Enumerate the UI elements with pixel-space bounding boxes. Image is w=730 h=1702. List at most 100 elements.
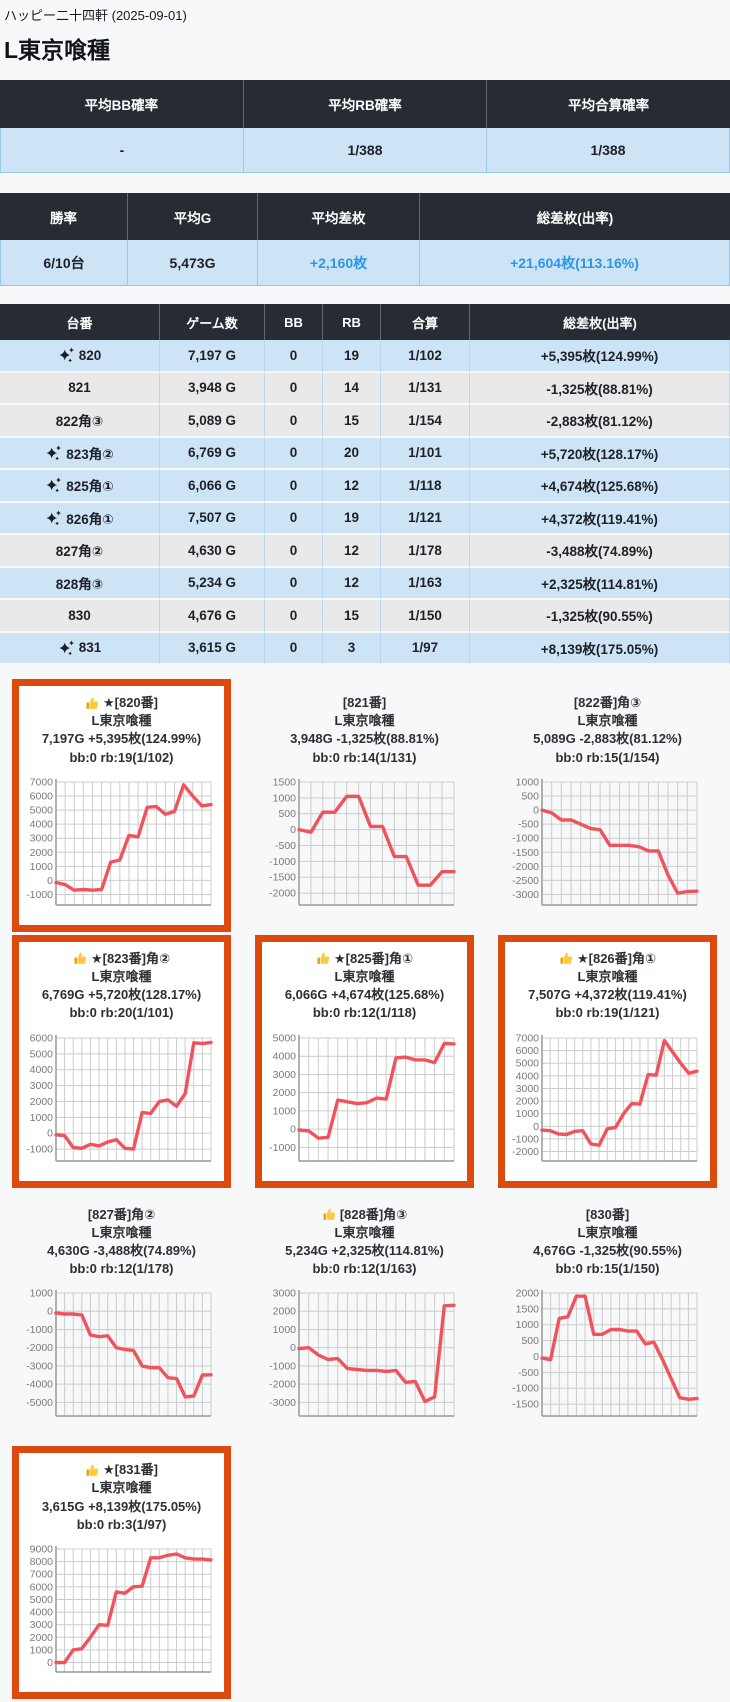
dai-number-cell[interactable]: 821	[0, 372, 160, 405]
bb-cell: 0	[265, 405, 323, 438]
svg-text:9000: 9000	[30, 1544, 54, 1556]
thumbs-up-icon	[317, 952, 330, 965]
svg-text:-2000: -2000	[512, 1146, 539, 1158]
sparkle-icon	[46, 510, 62, 526]
chart-bonus-stats: bb:0 rb:12(1/163)	[312, 1261, 417, 1277]
dai-header: 台番	[0, 304, 160, 340]
table-row: 826角① 7,507 G 0 19 1/121 +4,372枚(119.41%)	[0, 502, 730, 535]
chart-card-827: [827番]角② L東京喰種 4,630G -3,488枚(74.89%) bb:0 …	[12, 1191, 231, 1444]
bb-cell: 0	[265, 567, 323, 600]
dai-number-cell[interactable]: 827角②	[0, 535, 160, 568]
dai-number-cell[interactable]: 826角①	[0, 502, 160, 535]
avg-combined-header: 平均合算確率	[568, 98, 650, 113]
svg-text:-3000: -3000	[269, 1397, 296, 1409]
chart-cell: ★[831番] L東京喰種 3,615G +8,139枚(175.05%) bb:0 …	[0, 1446, 243, 1699]
svg-text:-2000: -2000	[512, 861, 539, 873]
svg-text:2000: 2000	[516, 1095, 540, 1107]
svg-text:1000: 1000	[516, 1319, 540, 1331]
chart-machine-name: L東京喰種	[577, 1224, 638, 1240]
gassan-cell: 1/150	[381, 600, 470, 633]
chart-cell: ★[823番]角② L東京喰種 6,769G +5,720枚(128.17%) bb:…	[0, 934, 243, 1188]
games-cell: 3,948 G	[160, 372, 265, 405]
svg-text:0: 0	[47, 875, 53, 887]
dai-number-cell[interactable]: 828角③	[0, 567, 160, 600]
rb-cell: 20	[323, 437, 381, 470]
svg-text:4000: 4000	[30, 1607, 54, 1619]
chart-bonus-stats: bb:0 rb:15(1/154)	[555, 749, 660, 765]
result-cell: +8,139枚(175.05%)	[470, 632, 730, 665]
gassan-cell: 1/97	[381, 632, 470, 665]
chart-title: [830番]	[505, 1206, 710, 1224]
chart-card-831: ★[831番] L東京喰種 3,615G +8,139枚(175.05%) bb:0 …	[12, 1446, 231, 1699]
thumbs-up-icon	[86, 697, 99, 709]
table-row: 827角② 4,630 G 0 12 1/178 -3,488枚(74.89%)	[0, 535, 730, 568]
dai-number-cell[interactable]: 823角②	[0, 437, 160, 470]
bb-header: BB	[265, 304, 323, 340]
thumbs-up-icon	[74, 952, 87, 965]
svg-text:6000: 6000	[516, 1045, 540, 1057]
svg-text:3000: 3000	[516, 1082, 540, 1094]
rb-cell: 19	[323, 340, 381, 373]
table-row: 822角③ 5,089 G 0 15 1/154 -2,883枚(81.12%)	[0, 405, 730, 438]
svg-text:2000: 2000	[30, 1632, 54, 1644]
gassan-header: 合算	[381, 304, 470, 340]
svg-text:-2500: -2500	[512, 875, 539, 887]
svg-text:0: 0	[533, 1120, 539, 1132]
dai-number-cell[interactable]: 822角③	[0, 405, 160, 438]
chart-stats: 6,769G +5,720枚(128.17%)	[41, 987, 202, 1003]
dai-number-cell[interactable]: 831	[0, 632, 160, 665]
svg-text:-1000: -1000	[26, 889, 53, 901]
table-row: 831 3,615 G 0 3 1/97 +8,139枚(175.05%)	[0, 632, 730, 665]
chart-bonus-stats: bb:0 rb:15(1/150)	[555, 1261, 660, 1277]
svg-text:-1000: -1000	[26, 1324, 53, 1336]
games-cell: 6,769 G	[160, 437, 265, 470]
result-cell: +4,372枚(119.41%)	[470, 502, 730, 535]
totals-header-row: 勝率 平均G 平均差枚 総差枚(出率)	[0, 193, 730, 240]
result-cell: +5,720枚(128.17%)	[470, 437, 730, 470]
rb-cell: 3	[323, 632, 381, 665]
dai-number: 822角③	[55, 414, 104, 430]
dai-number-cell[interactable]: 830	[0, 600, 160, 633]
chart-dai-label: ★[825番]角①	[333, 950, 413, 966]
chart-dai-label: ★[826番]角①	[576, 950, 656, 966]
svg-text:500: 500	[521, 1335, 539, 1347]
chart-card-830: [830番] L東京喰種 4,676G -1,325枚(90.55%) bb:0 rb…	[498, 1191, 717, 1444]
chart-machine-name: L東京喰種	[334, 1224, 395, 1240]
table-row: 821 3,948 G 0 14 1/131 -1,325枚(88.81%)	[0, 372, 730, 405]
svg-text:0: 0	[533, 1351, 539, 1363]
sparkle-icon	[46, 477, 62, 493]
dai-number-cell[interactable]: 825角①	[0, 470, 160, 503]
result-cell: -1,325枚(88.81%)	[470, 372, 730, 405]
svg-text:-1500: -1500	[269, 871, 296, 883]
bb-cell: 0	[265, 632, 323, 665]
table-row: 823角② 6,769 G 0 20 1/101 +5,720枚(128.17%)	[0, 437, 730, 470]
svg-text:4000: 4000	[30, 818, 54, 830]
rb-cell: 15	[323, 405, 381, 438]
avg-combined-value: 1/388	[487, 128, 730, 173]
chart-grid: ★[820番] L東京喰種 7,197G +5,395枚(124.99%) bb:0 …	[0, 679, 730, 1702]
slump-graph-823: 6000 5000 4000 3000 2000 1000 0 -1000	[26, 1033, 213, 1162]
dai-number: 827角②	[55, 544, 104, 560]
chart-card-823: ★[823番]角② L東京喰種 6,769G +5,720枚(128.17%) bb:…	[12, 934, 231, 1188]
chart-dai-label: ★[823番]角②	[90, 950, 170, 966]
total-diff-header: 総差枚(出率)	[536, 210, 614, 226]
svg-text:-1000: -1000	[512, 832, 539, 844]
chart-title: [827番]角②	[19, 1206, 224, 1224]
avg-diff-value: +2,160枚	[258, 240, 420, 286]
dai-number-cell[interactable]: 820	[0, 340, 160, 373]
svg-text:-1500: -1500	[512, 847, 539, 859]
svg-text:1000: 1000	[30, 1644, 54, 1656]
svg-text:-1000: -1000	[512, 1133, 539, 1145]
avg-diff-header: 平均差枚	[258, 193, 420, 240]
thumbs-up-icon	[86, 1464, 99, 1476]
gassan-cell: 1/131	[381, 372, 470, 405]
dai-number: 831	[78, 640, 102, 656]
chart-cell: [830番] L東京喰種 4,676G -1,325枚(90.55%) bb:0 rb…	[486, 1191, 729, 1444]
svg-text:4000: 4000	[516, 1070, 540, 1082]
avg-games-header: 平均G	[128, 193, 258, 240]
svg-text:5000: 5000	[30, 1048, 54, 1060]
chart-dai-label: ★[820番]	[102, 695, 158, 710]
svg-text:-500: -500	[275, 840, 296, 852]
